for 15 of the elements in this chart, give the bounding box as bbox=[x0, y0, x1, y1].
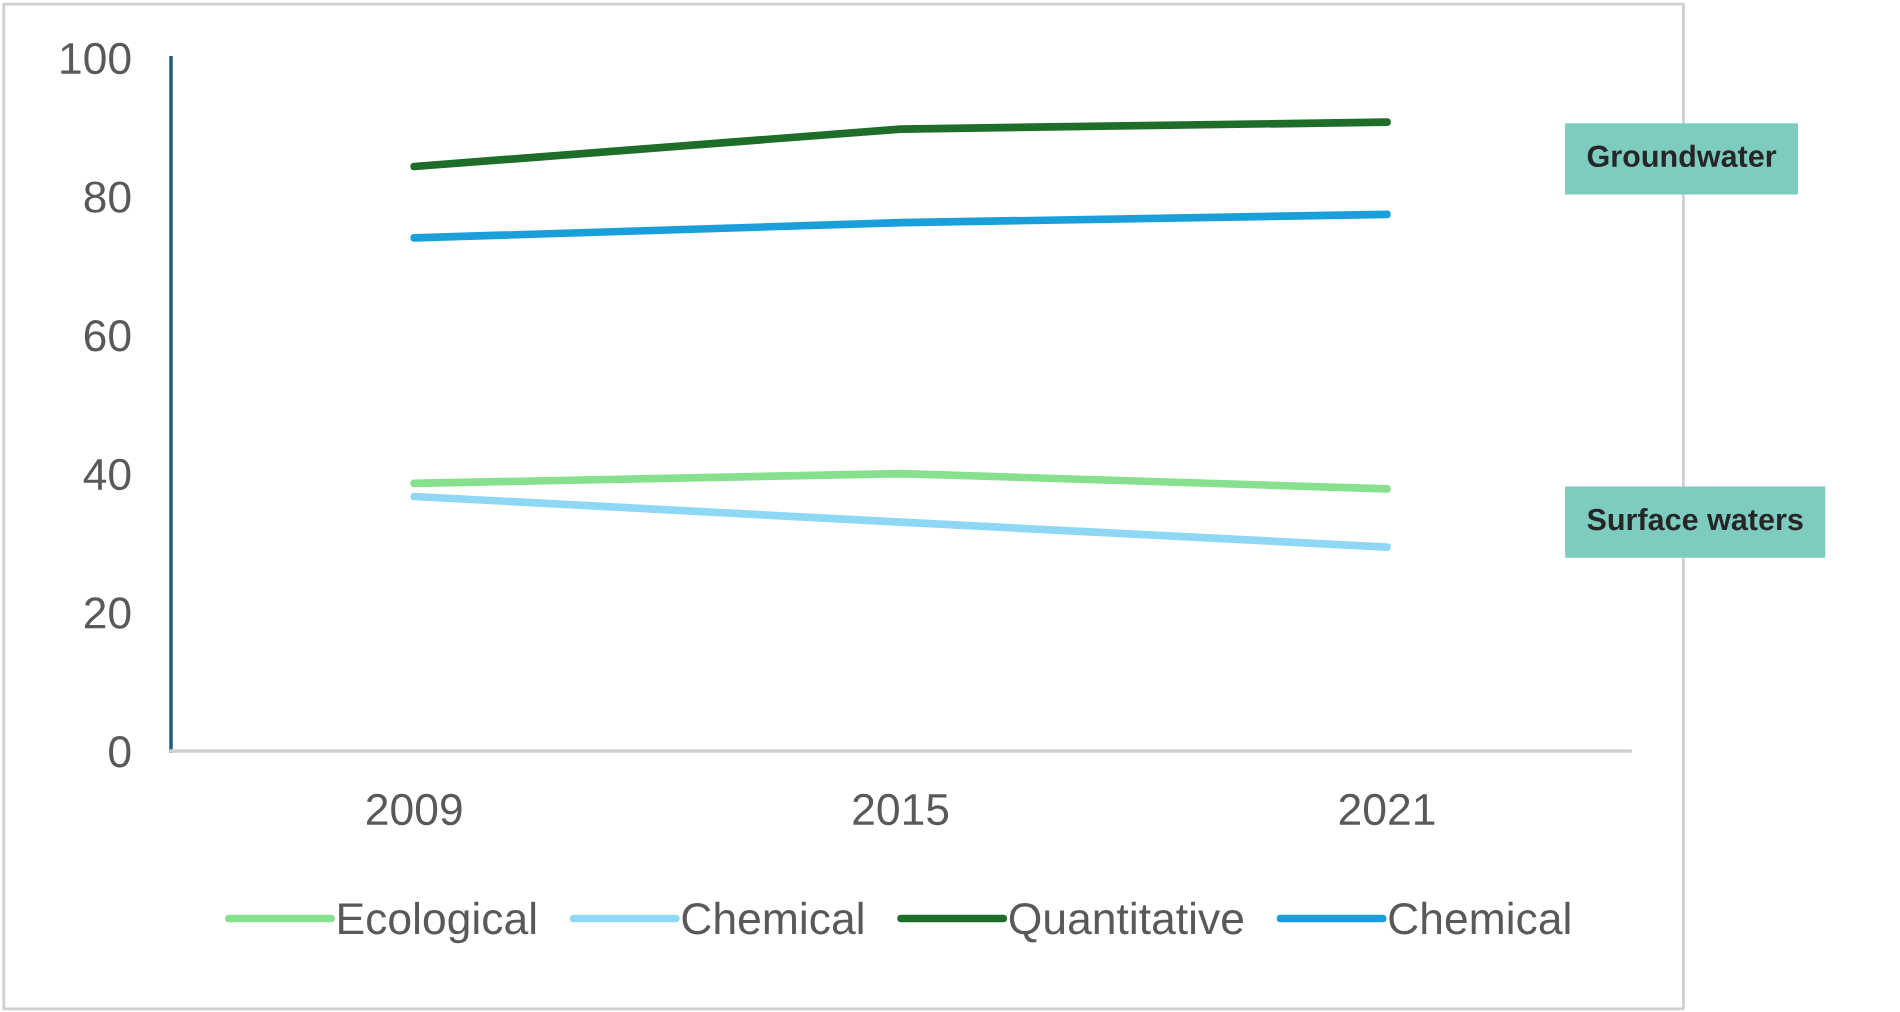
annotation: Groundwater bbox=[1587, 144, 1777, 168]
y-tick-label: 40 bbox=[83, 458, 131, 491]
legend-label: Quantitative bbox=[1009, 901, 1243, 943]
legend-label: Ecological bbox=[339, 901, 536, 944]
x-tick-label: 2009 bbox=[367, 793, 462, 826]
y-tick-label: 100 bbox=[61, 42, 131, 75]
y-tick-label: 80 bbox=[84, 181, 131, 213]
x-tick-label: 2021 bbox=[1339, 793, 1435, 826]
y-tick-label: 0 bbox=[109, 735, 131, 768]
y-tick-label: 20 bbox=[84, 597, 131, 629]
legend-label: Chemical bbox=[1389, 901, 1570, 935]
annotation: Surface waters bbox=[1587, 507, 1803, 531]
y-tick-label: 60 bbox=[84, 320, 131, 352]
legend-label: Chemical bbox=[682, 901, 863, 935]
x-tick-label: 2015 bbox=[853, 793, 949, 826]
